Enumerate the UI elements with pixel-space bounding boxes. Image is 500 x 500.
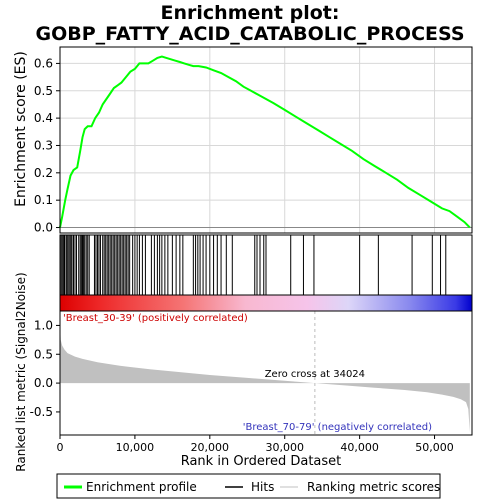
es-ytick-label: 0.2 (34, 166, 53, 180)
enrichment-profile-line (59, 55, 471, 229)
metric-plot-frame (59, 310, 473, 436)
es-ytick-label: 0.0 (34, 221, 53, 235)
es-ytick-label: 0.3 (34, 138, 53, 152)
x-tick-label: 40,000 (340, 441, 379, 454)
rank-gradient-rect (60, 295, 472, 311)
ranking-metric-panel: Zero cross at 34024 'Breast_30-39' (posit… (30, 310, 473, 454)
x-tick-label: 30,000 (265, 441, 304, 454)
es-ytick-label: 0.5 (34, 84, 53, 98)
negative-correlation-label: 'Breast_70-79' (negatively correlated) (243, 422, 432, 433)
legend-box (56, 473, 441, 499)
metric-y-axis-label: Ranked list metric (Signal2Noise) (14, 272, 28, 471)
legend: Enrichment profile Hits Ranking metric sco… (56, 473, 441, 499)
legend-label: Hits (251, 480, 274, 494)
es-panel: 0.0 0.1 0.2 0.3 0.4 0.5 0.6 (34, 46, 473, 235)
es-ytick-label: 0.6 (34, 56, 53, 70)
ranking-metric-area (60, 322, 470, 433)
chart-title-line1: Enrichment plot: (161, 2, 340, 24)
metric-ytick-label: -0.5 (30, 405, 53, 419)
x-tick-label: 0 (57, 441, 64, 454)
es-ytick-label: 0.4 (34, 111, 53, 125)
rank-gradient-band (59, 294, 473, 312)
chart-title-line2: GOBP_FATTY_ACID_CATABOLIC_PROCESS (35, 23, 464, 45)
x-tick-label: 20,000 (191, 441, 230, 454)
x-tick-label: 10,000 (116, 441, 155, 454)
legend-label: Enrichment profile (86, 480, 197, 494)
zero-cross-label: Zero cross at 34024 (265, 369, 365, 380)
metric-ytick-label: 0.0 (34, 376, 53, 390)
x-tick-label: 50,000 (415, 441, 454, 454)
legend-label: Ranking metric scores (307, 480, 440, 494)
es-y-axis-label: Enrichment score (ES) (13, 51, 29, 207)
es-plot-frame (59, 46, 473, 234)
metric-ytick-label: 0.5 (34, 347, 53, 361)
metric-ytick-label: 1.0 (34, 318, 53, 332)
es-ytick-label: 0.1 (34, 193, 53, 207)
positive-correlation-label: 'Breast_30-39' (positively correlated) (63, 313, 248, 324)
x-axis-label: Rank in Ordered Dataset (181, 454, 342, 469)
hits-panel (59, 234, 473, 296)
